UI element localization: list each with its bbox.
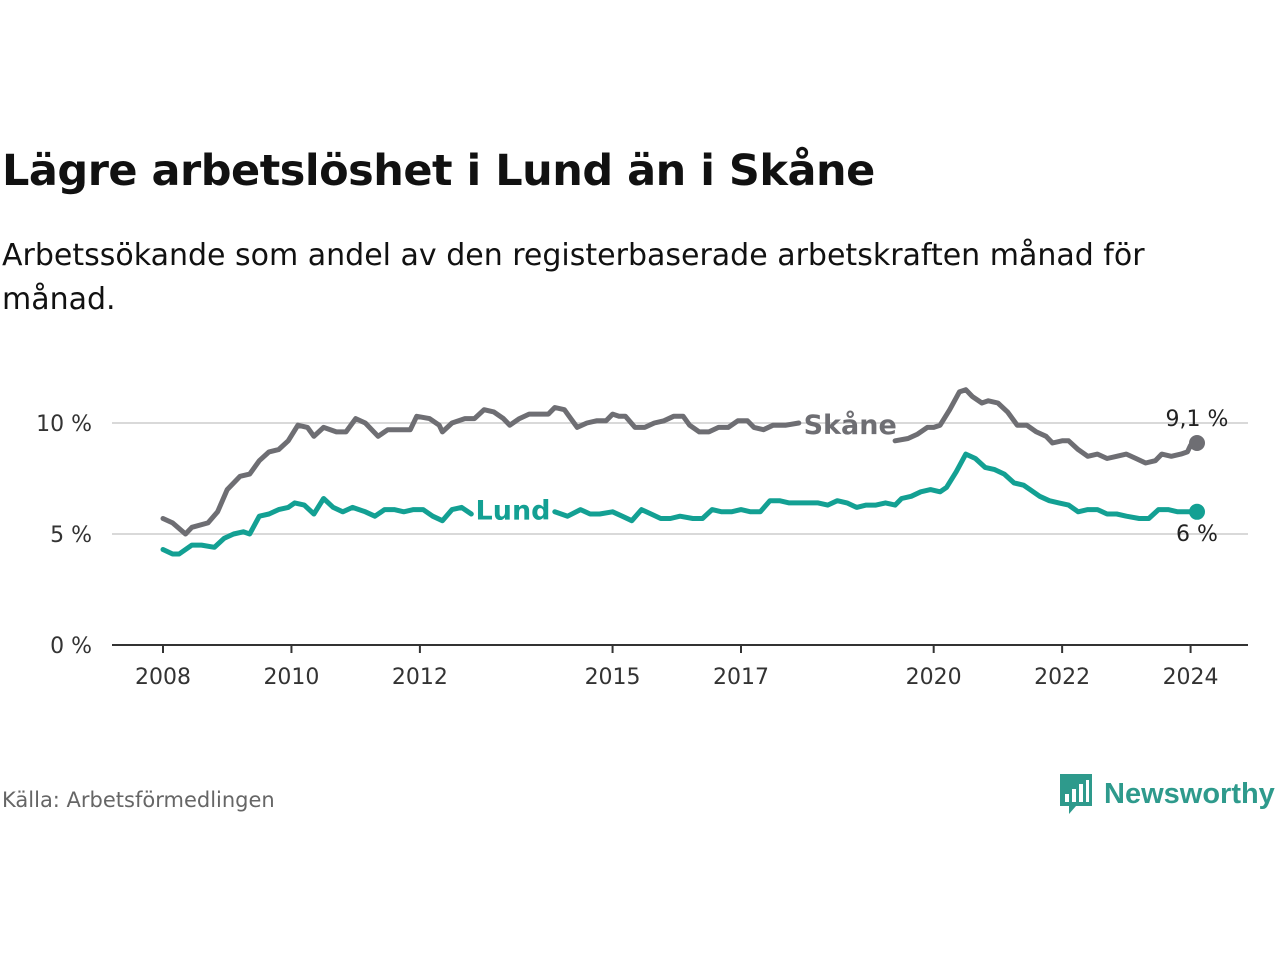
series-lines [160,387,1205,557]
chart-title: Lägre arbetslöshet i Lund än i Skåne [2,146,875,196]
end-value-label-lund: 6 % [1176,522,1218,547]
y-tick-label: 5 % [50,523,92,548]
series-line-skåne [160,387,1200,537]
x-tick-label: 2017 [713,665,769,690]
line-chart: 0 % 5 % 10 % 2008 2010 2012 2015 2017 2020 2022 20… [36,387,1248,690]
series-label-lund: Lund [476,496,551,527]
chart-labels: 0 % 5 % 10 % 2008 2010 2012 2015 2017 2020 2022 20… [36,407,1228,690]
series-label-skane: Skåne [804,409,897,441]
x-tick-label: 2020 [906,665,962,690]
grid-lines [112,422,1248,535]
x-axis [112,644,1248,653]
x-tick-label: 2015 [585,665,641,690]
x-tick-label: 2022 [1034,665,1090,690]
series-line-lund [160,451,1200,557]
x-tick-label: 2008 [135,665,191,690]
end-value-label-skane: 9,1 % [1166,407,1229,432]
chart-subtitle: Arbetssökande som andel av den registerb… [2,238,1145,317]
source-note: Källa: Arbetsförmedlingen [2,788,275,812]
x-tick-label: 2012 [392,665,448,690]
x-tick-label: 2024 [1163,665,1219,690]
y-tick-label: 0 % [50,634,92,659]
x-tick-label: 2010 [263,665,319,690]
end-point-lund [1189,503,1205,520]
y-tick-label: 10 % [36,412,92,437]
newsworthy-brand: Newsworthy [1058,772,1275,816]
newsworthy-logo-icon [1060,774,1092,814]
brand-name: Newsworthy [1104,777,1275,810]
end-point-skåne [1189,434,1205,451]
